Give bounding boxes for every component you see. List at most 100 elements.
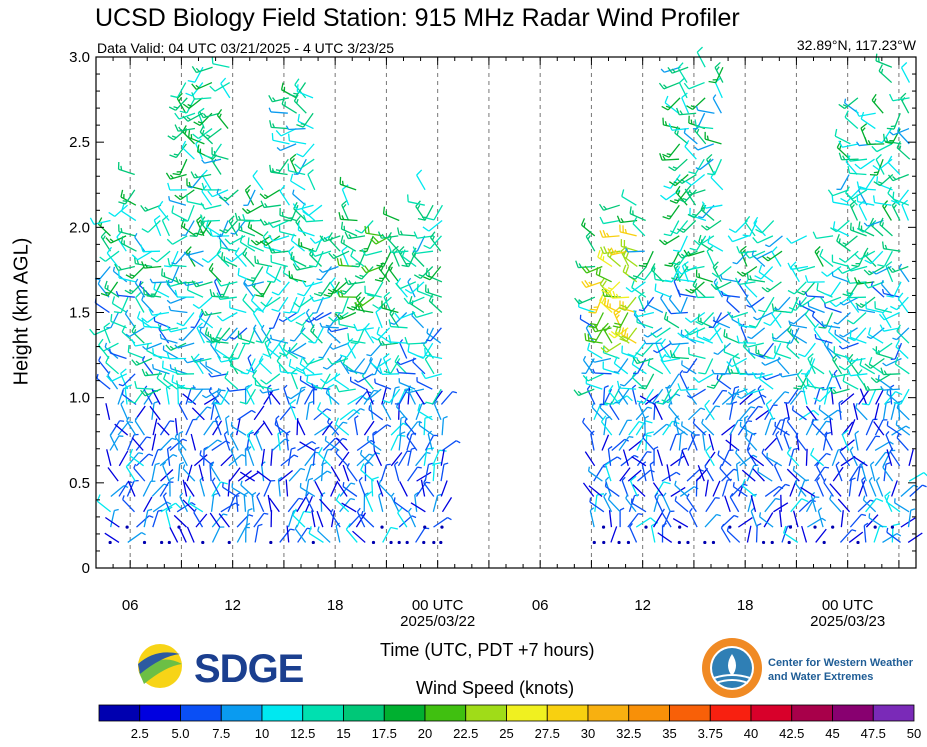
- barb-flag: [584, 333, 587, 341]
- barb-flag: [307, 169, 314, 175]
- barb-staff: [752, 468, 765, 482]
- wind-barb: [156, 371, 171, 390]
- barb-flag: [89, 217, 95, 225]
- barb-staff: [231, 425, 247, 436]
- barb-staff: [883, 391, 897, 405]
- barb-flag: [192, 303, 200, 309]
- wind-barb: [742, 220, 758, 237]
- wind-barb: [330, 466, 341, 482]
- barb-flag: [858, 221, 861, 229]
- wind-barb: [420, 479, 426, 497]
- wind-barb: [208, 262, 222, 283]
- barb-flag: [289, 153, 297, 160]
- barb-flag: [174, 194, 181, 201]
- barb-staff: [590, 433, 595, 451]
- wind-barb: [625, 281, 646, 293]
- barb-staff: [197, 128, 213, 140]
- barb-flag: [190, 355, 196, 363]
- wind-barb: [618, 296, 637, 312]
- wind-barb: [405, 540, 409, 545]
- wind-barb: [342, 482, 358, 497]
- barb-flag: [292, 508, 297, 516]
- barb-staff: [256, 470, 271, 482]
- barb-staff: [814, 466, 826, 482]
- barb-flag: [364, 322, 370, 330]
- barb-flag: [141, 368, 146, 376]
- wind-barb: [681, 449, 690, 467]
- wind-barb: [263, 389, 274, 405]
- barb-flag: [322, 366, 328, 370]
- calm-dot: [856, 540, 860, 545]
- barb-flag: [109, 238, 114, 243]
- barb-staff: [730, 388, 740, 405]
- barb-staff: [603, 388, 613, 405]
- wind-barb: [305, 311, 324, 323]
- barb-staff: [712, 312, 723, 328]
- barb-flag: [885, 430, 890, 436]
- wind-barb: [631, 280, 647, 298]
- barb-staff: [397, 388, 407, 405]
- barb-staff: [687, 265, 705, 271]
- barb-staff: [363, 390, 375, 405]
- barb-flag: [787, 262, 792, 270]
- calm-dot: [770, 540, 774, 545]
- barb-flag: [121, 325, 126, 333]
- wind-barb: [863, 281, 885, 289]
- barb-flag: [229, 336, 235, 340]
- barb-flag: [661, 399, 669, 404]
- barb-staff: [346, 342, 358, 358]
- barb-flag: [831, 271, 834, 277]
- barb-staff: [696, 112, 706, 129]
- wind-barb: [752, 468, 765, 482]
- barb-flag: [303, 510, 311, 514]
- wind-barb: [829, 296, 851, 308]
- barb-flag: [172, 454, 178, 457]
- barb-flag: [340, 235, 344, 243]
- barb-flag: [292, 203, 298, 211]
- barb-flag: [268, 107, 272, 113]
- barb-staff: [399, 481, 408, 497]
- wind-barb: [371, 327, 391, 341]
- wind-barb: [127, 388, 146, 404]
- barb-flag: [574, 297, 580, 305]
- barb-flag: [823, 431, 828, 436]
- wind-barb: [792, 465, 807, 482]
- barb-staff: [873, 421, 885, 436]
- wind-barb: [404, 388, 425, 394]
- wind-barb: [663, 342, 681, 359]
- barb-flag: [823, 478, 827, 483]
- barb-staff: [194, 357, 212, 363]
- barb-flag: [614, 249, 619, 254]
- wind-barb: [762, 373, 783, 381]
- barb-flag: [599, 230, 604, 238]
- barb-flag: [302, 214, 307, 222]
- barb-flag: [285, 316, 292, 323]
- wind-barb: [254, 377, 273, 390]
- barb-flag: [660, 68, 665, 73]
- wind-barb: [644, 525, 648, 529]
- barb-flag: [671, 277, 679, 281]
- wind-barb: [424, 434, 438, 451]
- wind-barb: [822, 431, 832, 451]
- barb-flag: [668, 123, 673, 131]
- barb-staff: [407, 388, 416, 405]
- wind-barb: [787, 281, 807, 295]
- barb-flag: [818, 405, 821, 410]
- wind-barb: [161, 215, 171, 237]
- wind-barb: [305, 401, 314, 420]
- barb-flag: [176, 380, 179, 388]
- barb-staff: [254, 525, 259, 543]
- barb-flag: [631, 370, 637, 378]
- wind-barb: [286, 388, 306, 400]
- barb-staff: [764, 296, 775, 313]
- wind-barb: [114, 423, 129, 436]
- wind-barb: [118, 450, 129, 467]
- barb-flag: [357, 296, 361, 301]
- wind-barb: [118, 373, 136, 387]
- barb-staff: [619, 387, 637, 390]
- wind-barb: [388, 245, 409, 254]
- barb-staff: [278, 281, 290, 296]
- barb-staff: [218, 513, 230, 528]
- barb-flag: [259, 389, 264, 394]
- barb-staff: [617, 358, 629, 373]
